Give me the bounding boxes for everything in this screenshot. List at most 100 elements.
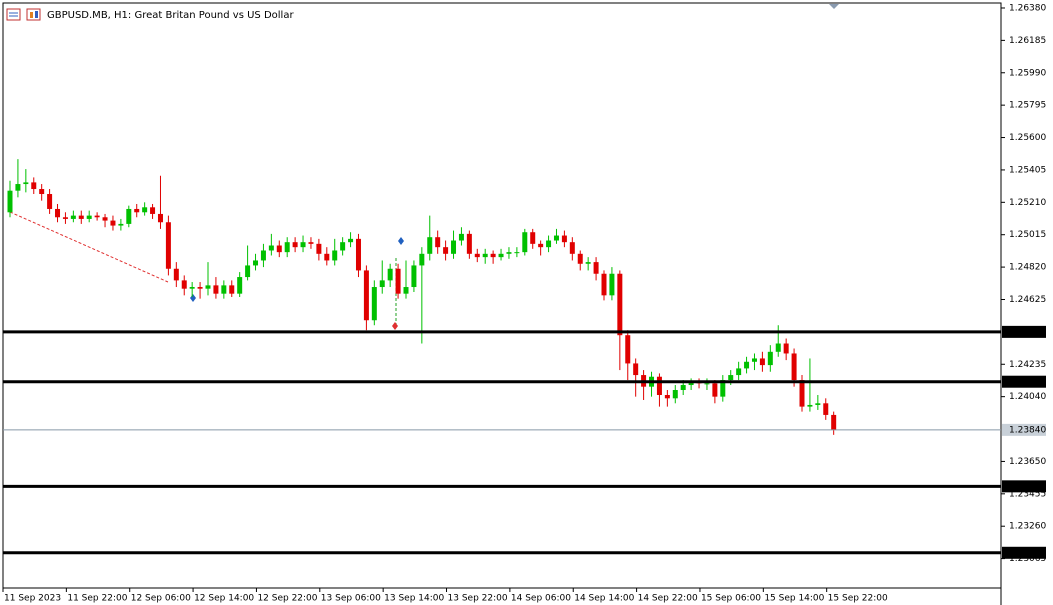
x-tick-label: 13 Sep 14:00	[384, 594, 444, 604]
x-tick-label: 15 Sep 06:00	[701, 594, 761, 604]
candle-body	[142, 207, 148, 213]
candle-body	[229, 285, 235, 294]
candle-body	[577, 253, 583, 264]
candle-body	[403, 287, 409, 294]
candle-body	[656, 376, 662, 395]
candle-body	[118, 223, 124, 226]
x-tick-label: 15 Sep 14:00	[764, 594, 824, 604]
trade-arrow	[190, 294, 196, 302]
candle-body	[316, 243, 322, 254]
candle-body	[751, 358, 757, 362]
candle-body	[173, 268, 179, 281]
candle-body	[530, 232, 536, 244]
candle-body	[86, 215, 92, 219]
candle-body	[197, 287, 203, 289]
candle-body	[181, 280, 187, 289]
icon	[26, 8, 41, 21]
x-tick-label: 14 Sep 22:00	[638, 594, 698, 604]
icon-bar	[35, 11, 38, 18]
candle-body	[538, 243, 544, 248]
candle-body	[625, 335, 631, 364]
candle-body	[419, 253, 425, 266]
candle-body	[292, 242, 298, 248]
x-tick-label: 13 Sep 06:00	[321, 594, 381, 604]
candle-body	[704, 383, 710, 385]
candle-body	[324, 253, 330, 261]
candle-body	[157, 213, 163, 223]
candle-body	[245, 265, 251, 278]
candle-body	[712, 383, 718, 397]
level-label: 1.23500	[1009, 482, 1046, 492]
candle-body	[221, 285, 227, 294]
x-tick-label: 14 Sep 14:00	[574, 594, 634, 604]
candle-body	[348, 238, 354, 243]
candle-body	[569, 242, 575, 254]
y-tick-label: 1.24820	[1009, 263, 1046, 273]
y-tick-label: 1.25405	[1009, 165, 1046, 175]
level-label: 1.24430	[1009, 327, 1046, 337]
candle-body	[443, 247, 449, 254]
candle-body	[585, 262, 591, 264]
y-tick-label: 1.25015	[1009, 230, 1046, 240]
candle-body	[593, 262, 599, 274]
candle-body	[546, 240, 552, 248]
candle-body	[482, 253, 488, 258]
candle-body	[609, 273, 615, 296]
candle-body	[466, 233, 472, 254]
candle-body	[237, 277, 243, 294]
candle-body	[791, 353, 797, 381]
app-icons	[6, 8, 41, 21]
icon	[6, 8, 21, 21]
candle-body	[744, 361, 750, 369]
candle-body	[823, 403, 829, 415]
x-tick-label: 12 Sep 06:00	[131, 594, 191, 604]
candle-body	[783, 343, 789, 354]
x-tick-label: 11 Sep 22:00	[67, 594, 127, 604]
x-tick-label: 14 Sep 06:00	[511, 594, 571, 604]
candle-body	[680, 385, 686, 391]
candle-body	[815, 403, 821, 405]
candle-body	[672, 390, 678, 399]
chart-title: GBPUSD.MB, H1: Great Britan Pound vs US …	[47, 10, 294, 21]
candle-body	[514, 252, 520, 254]
candle-body	[55, 208, 61, 218]
candle-body	[189, 287, 195, 289]
candle-body	[736, 368, 742, 376]
candle-body	[688, 381, 694, 386]
candle-body	[759, 358, 765, 366]
level-label: 1.24130	[1009, 377, 1046, 387]
icon-bar	[30, 12, 33, 18]
y-tick-label: 1.26380	[1009, 3, 1046, 13]
x-tick-label: 13 Sep 22:00	[448, 594, 508, 604]
candle-body	[379, 280, 385, 288]
trade-arrow	[398, 237, 404, 245]
x-tick-label: 12 Sep 22:00	[257, 594, 317, 604]
candle-body	[165, 222, 171, 269]
candle-body	[601, 273, 607, 296]
candle-body	[387, 268, 393, 281]
current-price-label: 1.23840	[1009, 425, 1046, 435]
candle-body	[260, 250, 266, 261]
candle-body	[102, 217, 108, 221]
candle-body	[435, 237, 441, 248]
candle-body	[553, 235, 559, 241]
candle-body	[355, 238, 361, 271]
candle-body	[807, 404, 813, 407]
y-tick-label: 1.25600	[1009, 133, 1046, 143]
candle-body	[411, 265, 417, 288]
level-box	[1002, 325, 1046, 338]
candle-body	[23, 182, 29, 185]
y-tick-label: 1.25990	[1009, 68, 1046, 78]
level-label: 1.23100	[1009, 548, 1046, 558]
y-tick-label: 1.24040	[1009, 392, 1046, 402]
y-tick-label: 1.23260	[1009, 522, 1046, 532]
candle-body	[498, 253, 504, 258]
candle-body	[633, 363, 639, 376]
y-tick-label: 1.25795	[1009, 101, 1046, 111]
candle-body	[276, 245, 282, 253]
candle-body	[427, 237, 433, 254]
level-box	[1002, 480, 1046, 493]
candle-body	[799, 380, 805, 407]
candle-body	[300, 242, 306, 248]
